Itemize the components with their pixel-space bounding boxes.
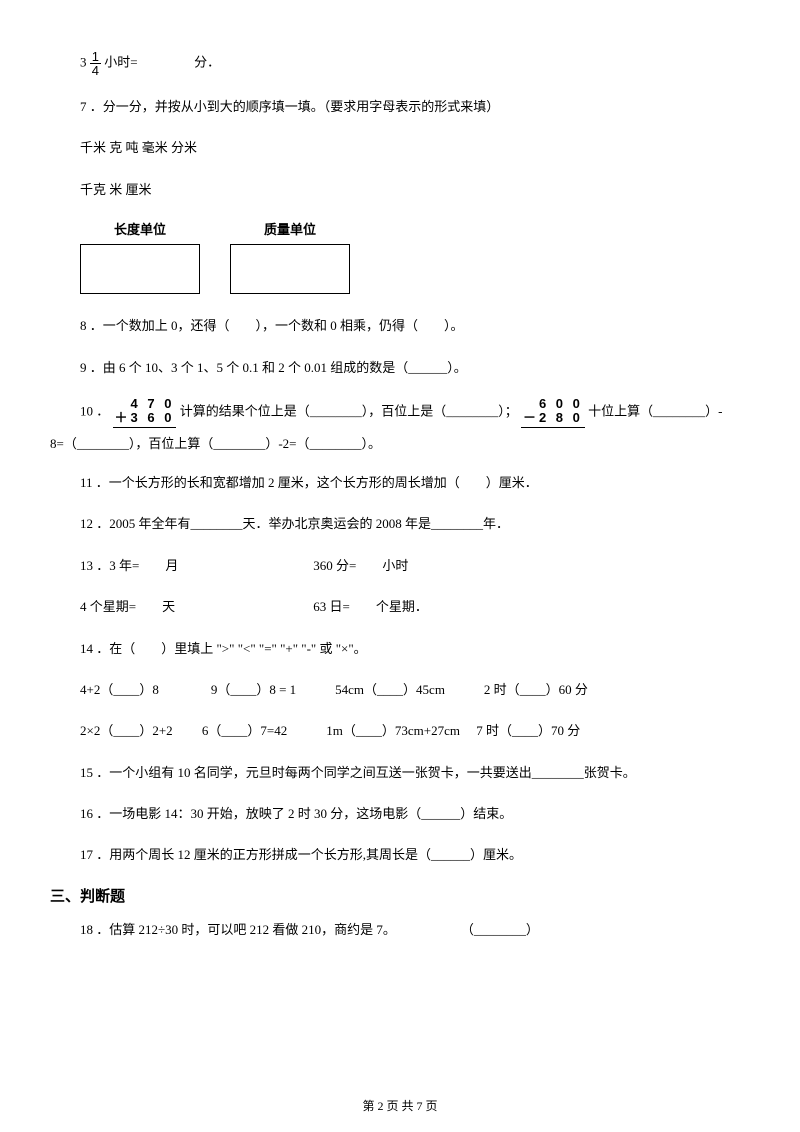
page-footer: 第 2 页 共 7 页 [0,1097,800,1114]
q7-box2-label: 质量单位 [230,219,350,238]
q7-box2: 质量单位 [230,219,350,294]
q13-row1: 13 ．3 年= 月 360 分= 小时 [50,554,750,577]
q13-row2: 4 个星期= 天 63 日= 个星期． [50,595,750,618]
q15: 15 ．一个小组有 10 名同学，元旦时每两个同学之间互送一张贺卡，一共要送出_… [50,761,750,784]
q6-fraction: 1 4 [90,50,101,77]
q10-tail1: 十位上算（________）- [588,403,722,418]
q6-prefix: 3 [80,54,87,69]
q6-frac-den: 4 [90,64,101,77]
q11: 11 ．一个长方形的长和宽都增加 2 厘米，这个长方形的周长增加（ ）厘米． [50,471,750,494]
q10-line2: 8=（________），百位上算（________）-2=（________）… [50,432,750,455]
q10-line1: 10 ． 4 7 0 ＋3 6 0 计算的结果个位上是（________），百位… [50,397,750,428]
q7-row2: 千克 米 厘米 [50,178,750,201]
q18: 18 ．估算 212÷30 时，可以吧 212 看做 210，商约是 7。 （_… [50,918,750,941]
q14-r1: 4+2（____）8 9（____）8 = 1 54cm（____）45cm 2… [50,678,750,701]
q7-row1: 千米 克 吨 毫米 分米 [50,136,750,159]
q7-box1-label: 长度单位 [80,219,200,238]
q8: 8 ．一个数加上 0，还得（ ），一个数和 0 相乘，仍得（ ）。 [50,314,750,337]
q7-box2-rect [230,244,350,294]
q17: 17 ．用两个周长 12 厘米的正方形拼成一个长方形,其周长是（______）厘… [50,843,750,866]
q10-a-bot: ＋3 6 0 [113,411,177,427]
q10-arith-b: 6 0 0 －2 8 0 [521,397,585,428]
q14-r2: 2×2（____）2+2 6（____）7=42 1m（____）73cm+27… [50,719,750,742]
q7-box1: 长度单位 [80,219,200,294]
q16: 16 ．一场电影 14：30 开始，放映了 2 时 30 分，这场电影（____… [50,802,750,825]
q12: 12 ．2005 年全年有________天．举办北京奥运会的 2008 年是_… [50,512,750,535]
q7-text: 7 ．分一分，并按从小到大的顺序填一填。（要求用字母表示的形式来填） [50,95,750,118]
q10-b-top: 6 0 0 [521,397,585,411]
q10-b-bot: －2 8 0 [521,411,585,427]
q13-b: 360 分= 小时 [313,558,408,573]
q10-lead: 10 ． [80,403,109,418]
q9: 9 ．由 6 个 10、3 个 1、5 个 0.1 和 2 个 0.01 组成的… [50,356,750,379]
q10-a-top: 4 7 0 [113,397,177,411]
q14-head: 14 ．在（ ）里填上 ">" "<" "=" "+" "-" 或 "×"。 [50,637,750,660]
q7-boxes: 长度单位 质量单位 [50,219,750,294]
q10-mid1: 计算的结果个位上是（________），百位上是（________）； [180,403,518,418]
q6-tail: 分． [194,54,220,69]
q10-arith-a: 4 7 0 ＋3 6 0 [113,397,177,428]
q7-box1-rect [80,244,200,294]
q6-frac-num: 1 [90,50,101,64]
q6: 3 1 4 小时= 分． [50,50,750,77]
page-content: 3 1 4 小时= 分． 7 ．分一分，并按从小到大的顺序填一填。（要求用字母表… [0,0,800,999]
q13-d: 63 日= 个星期． [313,599,428,614]
q13-a: 13 ．3 年= 月 [80,554,310,577]
section-3-heading: 三、判断题 [50,885,750,906]
q13-c: 4 个星期= 天 [80,595,310,618]
q6-after: 小时= [104,54,137,69]
